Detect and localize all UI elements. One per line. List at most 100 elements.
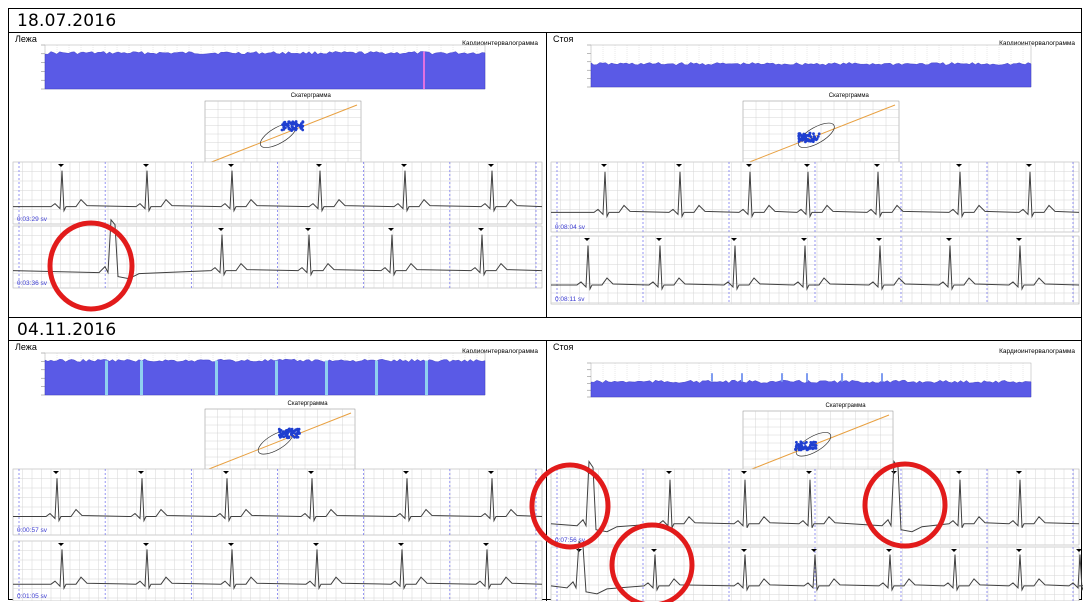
panel-divider <box>546 341 547 601</box>
scatter-point <box>290 433 293 437</box>
ecg-trace <box>551 171 1080 219</box>
rhythmogram-title: Кардиоинтервалограмма <box>999 40 1075 47</box>
highlight-bar <box>375 360 378 395</box>
spike-bar <box>841 373 843 382</box>
beat-marker <box>143 543 149 546</box>
scatter-point <box>294 128 298 132</box>
beat-marker <box>403 471 409 474</box>
scatter-point <box>290 430 293 433</box>
scatter-point <box>278 434 282 438</box>
beat-marker <box>731 238 737 241</box>
panel-divider <box>546 33 547 317</box>
scatter-point <box>811 138 815 142</box>
scatter-point <box>294 122 298 125</box>
posture-label: Стоя <box>553 342 574 352</box>
scattergram: Скатерграмма <box>742 93 900 168</box>
strip-time-label: 0:01:05 sv <box>17 593 48 600</box>
scatter-point <box>808 445 812 449</box>
beat-marker <box>58 164 64 167</box>
identity-line <box>208 104 358 164</box>
ecg-trace <box>13 549 543 591</box>
highlight-bar <box>105 360 108 395</box>
strip-time-label: 0:00:57 sv <box>17 527 48 534</box>
scatter-point <box>799 440 803 444</box>
ecg-trace <box>12 218 543 280</box>
scatter-point <box>291 120 295 124</box>
strip-time-label: 0:03:36 sv <box>17 280 48 287</box>
scatter-point <box>293 429 296 433</box>
scatter-point <box>797 140 801 143</box>
beat-marker <box>218 228 224 231</box>
beat-marker <box>488 164 494 167</box>
beat-marker <box>956 471 962 474</box>
rhythmogram <box>41 352 486 396</box>
scatter-point <box>800 134 803 138</box>
scatter-point <box>282 128 286 131</box>
beat-marker <box>308 471 314 474</box>
scatter-point <box>297 430 300 434</box>
beat-marker <box>223 471 229 474</box>
scatter-point <box>808 133 811 136</box>
beat-marker <box>1016 238 1022 241</box>
beat-marker <box>951 549 957 552</box>
scatter-point <box>293 435 296 439</box>
scatter-point <box>283 432 287 435</box>
scatter-point <box>817 132 821 136</box>
spike-bar <box>741 373 743 382</box>
strip-frame <box>550 161 1080 233</box>
beat-marker <box>488 471 494 474</box>
highlight-bar <box>275 360 278 395</box>
rhythmogram-title: Кардиоинтервалограмма <box>999 348 1075 355</box>
panel-standing-2016-11: Стоя Кардиоинтервалограмма Скатерграмма 0:0… <box>547 341 1083 601</box>
ecg-trace <box>13 478 543 523</box>
scatter-point <box>282 123 285 126</box>
ecg-strip: 0:07:56 sv <box>550 459 1080 546</box>
scatter-point <box>286 124 290 128</box>
scatter-point <box>816 135 820 138</box>
beat-marker <box>876 238 882 241</box>
highlight-bar <box>325 360 328 395</box>
scatter-point <box>285 435 289 439</box>
beat-marker <box>584 238 590 241</box>
strip-frame <box>12 161 543 225</box>
beat-marker <box>228 164 234 167</box>
scatter-point <box>805 448 809 452</box>
beat-marker <box>741 471 747 474</box>
scatter-title: Скатерграмма <box>291 93 332 99</box>
scatter-ellipse <box>797 122 835 148</box>
beat-marker <box>143 164 149 167</box>
scatter-point <box>797 137 801 141</box>
rhythmogram <box>587 44 1032 88</box>
spike-bar <box>781 373 783 382</box>
scattergram: Скатерграмма <box>204 401 356 474</box>
ecg-strip <box>550 540 1083 601</box>
spike-bar <box>881 373 883 382</box>
beat-marker <box>946 238 952 241</box>
scattergram: Скатерграмма <box>204 93 362 168</box>
scatter-point <box>300 122 303 125</box>
scatter-point <box>795 440 798 444</box>
scatter-point <box>278 430 282 434</box>
scatter-point <box>295 434 298 438</box>
scatter-point <box>283 120 287 124</box>
beat-marker <box>811 549 817 552</box>
identity-line <box>746 414 890 472</box>
ecg-strip: 0:01:05 sv <box>12 540 543 601</box>
scatter-point <box>812 440 816 444</box>
scatter-point <box>287 120 291 124</box>
beat-marker <box>746 164 752 167</box>
beat-marker <box>666 471 672 474</box>
beat-marker <box>53 471 59 474</box>
scatter-point <box>804 140 807 144</box>
scatter-point <box>297 428 301 432</box>
beat-marker <box>478 228 484 231</box>
scatter-point <box>290 427 294 431</box>
panel-lying-2016-11: Лежа Кардиоинтервалограмма Скатерграмма 0:0… <box>9 341 546 601</box>
rhythmogram-bars <box>590 62 1032 88</box>
beat-marker <box>398 543 404 546</box>
identity-line <box>746 104 896 164</box>
scatter-point <box>803 133 807 137</box>
scatter-title: Скатерграмма <box>829 93 870 99</box>
date-row-1: 18.07.2016 <box>9 9 1081 33</box>
beat-marker <box>656 238 662 241</box>
